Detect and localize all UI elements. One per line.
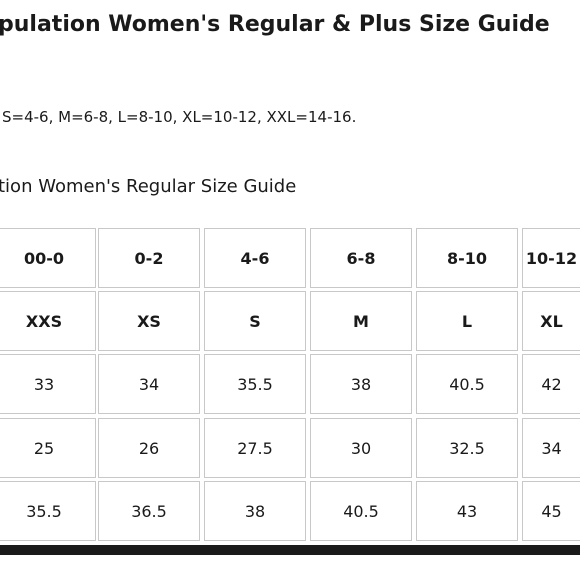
table-cell: S bbox=[204, 291, 306, 351]
header-cell: 6-8 bbox=[310, 228, 412, 288]
header-cell: 00-0 bbox=[0, 228, 96, 288]
table-cell: 38 bbox=[204, 481, 306, 541]
table-cell: L bbox=[416, 291, 518, 351]
table-cell: 40.5 bbox=[416, 354, 518, 414]
table-cell: 43 bbox=[416, 481, 518, 541]
header-cell: 4-6 bbox=[204, 228, 306, 288]
header-cell: 0-2 bbox=[98, 228, 200, 288]
table-cell: XS bbox=[98, 291, 200, 351]
table-cell: 34 bbox=[522, 418, 580, 478]
table-cell: 32.5 bbox=[416, 418, 518, 478]
table-cell: XXS bbox=[0, 291, 96, 351]
header-cell: 10-12 bbox=[522, 228, 580, 288]
table-cell: 30 bbox=[310, 418, 412, 478]
page-title: pulation Women's Regular & Plus Size Gui… bbox=[0, 12, 550, 37]
table-cell: 38 bbox=[310, 354, 412, 414]
table-cell: 42 bbox=[522, 354, 580, 414]
table-cell: M bbox=[310, 291, 412, 351]
table-cell: 25 bbox=[0, 418, 96, 478]
size-note: S=4-6, M=6-8, L=8-10, XL=10-12, XXL=14-1… bbox=[2, 108, 357, 126]
table-cell: 40.5 bbox=[310, 481, 412, 541]
table-title: tion Women's Regular Size Guide bbox=[0, 176, 297, 197]
table-cell: 27.5 bbox=[204, 418, 306, 478]
table-cell: 26 bbox=[98, 418, 200, 478]
table-cell: 35.5 bbox=[204, 354, 306, 414]
table-cell: 36.5 bbox=[98, 481, 200, 541]
header-cell: 8-10 bbox=[416, 228, 518, 288]
bottom-bar bbox=[0, 545, 580, 555]
table-cell: XL bbox=[522, 291, 580, 351]
table-cell: 33 bbox=[0, 354, 96, 414]
table-cell: 34 bbox=[98, 354, 200, 414]
table-cell: 35.5 bbox=[0, 481, 96, 541]
table-cell: 45 bbox=[522, 481, 580, 541]
